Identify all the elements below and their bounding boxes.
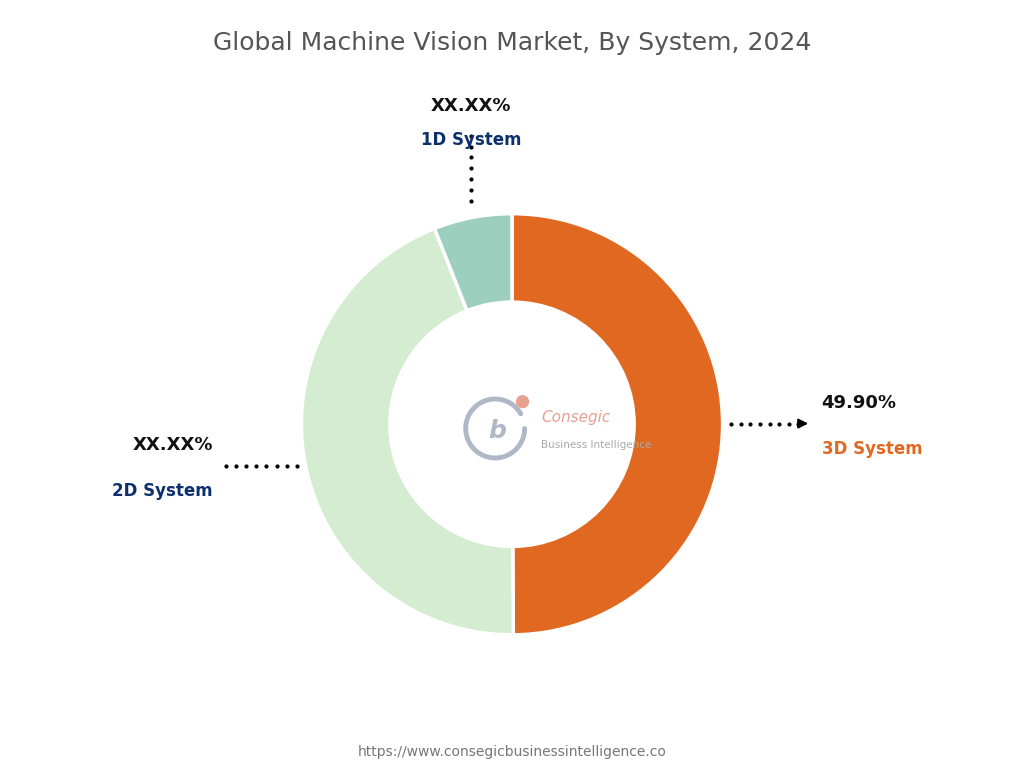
Text: 49.90%: 49.90% <box>821 393 897 412</box>
Text: XX.XX%: XX.XX% <box>431 98 511 115</box>
Text: https://www.consegicbusinessintelligence.co: https://www.consegicbusinessintelligence… <box>357 745 667 759</box>
Text: 1D System: 1D System <box>421 131 521 149</box>
Text: 3D System: 3D System <box>821 440 923 458</box>
Text: Business Intelligence: Business Intelligence <box>542 440 652 450</box>
Text: 2D System: 2D System <box>113 482 213 500</box>
Text: b: b <box>488 419 506 442</box>
Wedge shape <box>301 228 513 635</box>
Wedge shape <box>512 214 723 635</box>
Text: XX.XX%: XX.XX% <box>132 436 213 454</box>
Wedge shape <box>434 214 512 311</box>
Text: Global Machine Vision Market, By System, 2024: Global Machine Vision Market, By System,… <box>213 31 811 55</box>
Circle shape <box>517 396 528 408</box>
Text: Consegic: Consegic <box>542 410 610 425</box>
Circle shape <box>390 302 634 546</box>
